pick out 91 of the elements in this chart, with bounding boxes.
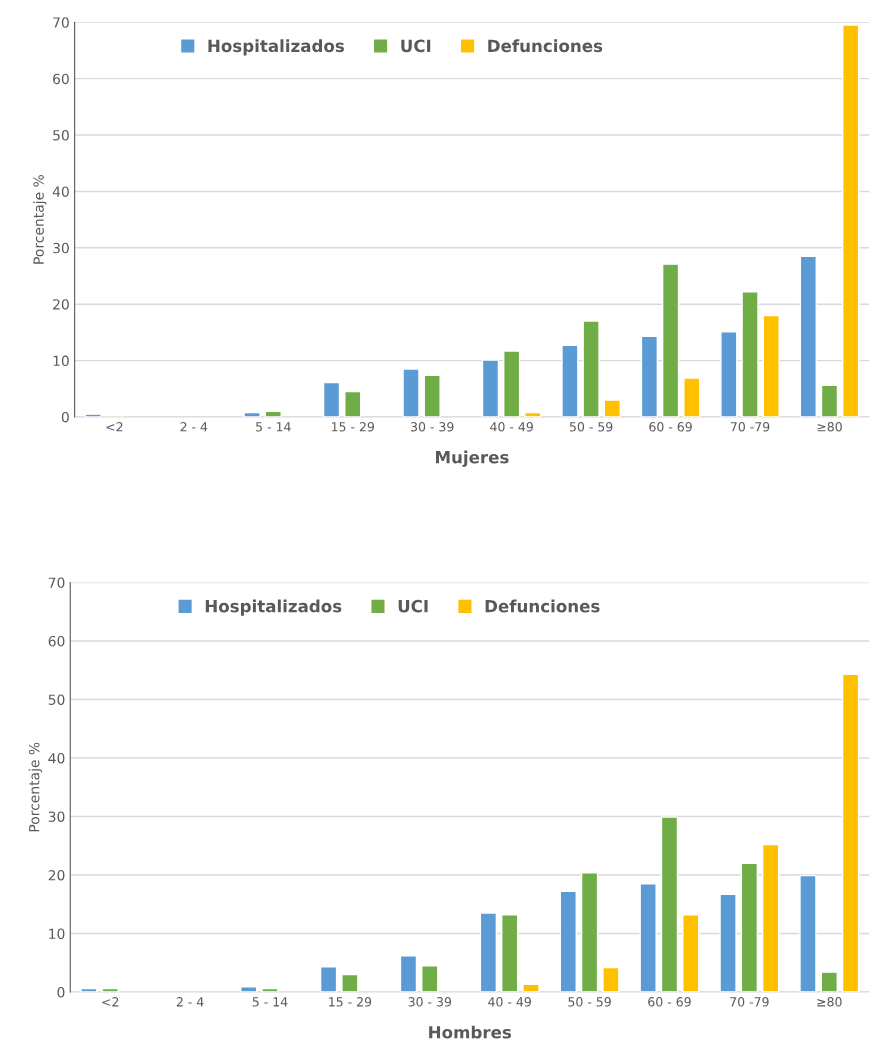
bar xyxy=(503,350,521,417)
legend-label: UCI xyxy=(401,39,431,53)
legend-label: Defunciones xyxy=(485,599,600,613)
y-tick-label: 30 xyxy=(53,242,69,254)
y-tick-label: 20 xyxy=(53,299,69,310)
x-tick-label: ≥80 xyxy=(817,997,842,1007)
bar xyxy=(740,862,759,993)
bar xyxy=(841,673,860,993)
bar xyxy=(80,987,98,993)
bar xyxy=(682,914,700,993)
x-tick-label: 40 - 49 xyxy=(488,997,531,1007)
legend-label: Defunciones xyxy=(488,39,603,53)
x-tick-label: 60 - 69 xyxy=(648,997,691,1007)
bar xyxy=(84,413,102,417)
legend-label: Hospitalizados xyxy=(205,599,342,616)
x-tick-label: ≥80 xyxy=(817,422,842,432)
bar xyxy=(319,966,338,993)
x-tick-label: 5 - 14 xyxy=(256,422,291,432)
y-tick-label: 70 xyxy=(48,577,65,588)
bar xyxy=(423,374,441,417)
x-tick-label: 60 - 69 xyxy=(649,422,692,432)
bar xyxy=(522,983,540,993)
y-tick-label: 0 xyxy=(57,987,65,998)
x-tick-label: 50 - 59 xyxy=(568,997,611,1007)
y-axis-title: Porcentaje % xyxy=(28,742,43,832)
y-axis-title: Porcentaje % xyxy=(33,175,47,264)
bar xyxy=(719,893,737,993)
bar xyxy=(683,377,701,417)
y-tick-label: 60 xyxy=(53,73,69,85)
x-tick-label: 15 - 29 xyxy=(331,422,374,432)
x-tick-label: 2 - 4 xyxy=(180,422,208,432)
x-tick-label: <2 xyxy=(102,997,119,1007)
bar xyxy=(239,986,258,993)
y-tick-label: 60 xyxy=(48,635,65,647)
x-tick-label: 5 - 14 xyxy=(252,997,288,1007)
x-tick-label: <2 xyxy=(106,422,123,432)
y-tick-label: 40 xyxy=(52,186,69,197)
x-tick-label: 30 - 39 xyxy=(411,422,454,432)
y-tick-label: 10 xyxy=(49,928,65,939)
bar xyxy=(602,966,620,993)
bar xyxy=(322,381,341,417)
x-tick-label: 40 - 49 xyxy=(490,422,533,432)
bar xyxy=(561,344,579,417)
bar xyxy=(761,843,780,993)
y-tick-label: 20 xyxy=(48,869,65,881)
bar xyxy=(799,255,817,417)
bar xyxy=(842,24,860,417)
bar xyxy=(661,263,680,417)
y-tick-label: 50 xyxy=(48,694,65,705)
legend-label: Hospitalizados xyxy=(208,39,344,56)
bar xyxy=(243,411,261,417)
x-tick-label: 2 - 4 xyxy=(176,997,204,1007)
y-tick-label: 10 xyxy=(53,355,69,367)
bar xyxy=(524,411,542,417)
bar xyxy=(603,399,621,417)
y-tick-label: 50 xyxy=(53,130,69,141)
bar xyxy=(479,912,498,993)
bar xyxy=(399,955,418,993)
x-tick-label: 50 - 59 xyxy=(569,422,613,432)
x-axis-title: Hombres xyxy=(429,1025,512,1039)
bar xyxy=(559,890,577,993)
legend-label: UCI xyxy=(398,599,428,613)
y-tick-label: 40 xyxy=(48,752,65,764)
bar xyxy=(660,816,679,993)
bar xyxy=(720,331,738,417)
bar xyxy=(261,987,279,993)
bar xyxy=(421,965,439,993)
bar xyxy=(341,973,359,993)
x-tick-label: 30 - 39 xyxy=(408,997,452,1007)
bar xyxy=(580,871,599,993)
x-tick-label: 15 - 29 xyxy=(329,997,372,1007)
bar xyxy=(640,335,659,417)
y-tick-label: 30 xyxy=(48,811,65,822)
y-tick-label: 0 xyxy=(61,411,69,423)
bar xyxy=(582,320,600,417)
bar xyxy=(762,314,780,417)
bar xyxy=(481,359,500,417)
bar xyxy=(820,971,838,993)
y-tick-label: 70 xyxy=(53,17,69,28)
bar xyxy=(820,384,839,417)
bar xyxy=(101,987,119,993)
x-tick-label: 70 -79 xyxy=(730,422,770,432)
bar xyxy=(264,410,282,417)
bar xyxy=(500,914,519,993)
bar xyxy=(741,291,759,417)
bar xyxy=(799,874,817,993)
bar xyxy=(344,390,362,417)
x-axis-title: Mujeres xyxy=(436,450,509,467)
bar xyxy=(402,368,420,417)
x-tick-label: 70 -79 xyxy=(730,997,769,1007)
bar xyxy=(639,883,657,993)
